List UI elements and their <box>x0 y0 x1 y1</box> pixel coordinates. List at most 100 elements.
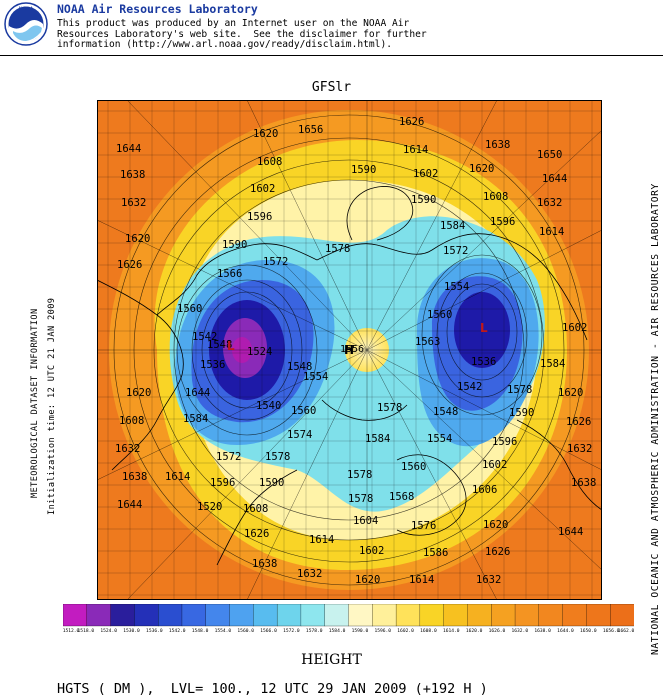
meridians <box>97 100 602 600</box>
contour-label: 1568 <box>389 491 414 503</box>
colorbar-tick-label: 1554.0 <box>215 628 232 634</box>
colorbar-tick-label: 1620.0 <box>466 628 483 634</box>
colorbar-tick-label: 1578.0 <box>306 628 323 634</box>
contour-label: 1632 <box>121 197 146 209</box>
colorbar-swatch <box>372 604 397 627</box>
colorbar-tick-label: 1608.0 <box>420 628 437 634</box>
disclaimer: This product was produced by an Internet… <box>57 18 427 51</box>
contour-label: 1520 <box>197 501 222 513</box>
contour-label: 1638 <box>485 139 510 151</box>
contour-label: 1626 <box>244 528 269 540</box>
disclaimer-line-2: Resources Laboratory's web site. See the… <box>57 28 427 40</box>
contour-label: 1614 <box>409 574 434 586</box>
contour-label: 1620 <box>483 519 508 531</box>
colorbar-tick-label: 1632.0 <box>511 628 528 634</box>
contour-label: 1644 <box>542 173 567 185</box>
contour-label: 1620 <box>469 163 494 175</box>
contour-label: 1606 <box>472 484 497 496</box>
contour-label: 1644 <box>558 526 583 538</box>
colorbar-swatch <box>229 604 254 627</box>
map-frame <box>97 100 602 600</box>
colorbar-tick-label: 1572.0 <box>283 628 300 634</box>
contour-label: 1602 <box>250 183 275 195</box>
contour-label: 1656 <box>298 124 323 136</box>
contour-label: 1620 <box>125 233 150 245</box>
contour-label: 1578 <box>377 402 402 414</box>
variable-name: HEIGHT <box>301 652 362 668</box>
contour-label: 1644 <box>116 143 141 155</box>
contour-label: 1560 <box>401 461 426 473</box>
contour-label: 1632 <box>537 197 562 209</box>
contour-label: 1626 <box>117 259 142 271</box>
pressure-centers: L L H <box>227 321 488 357</box>
colorbar-swatch <box>86 604 112 627</box>
colorbar-tick-label: 1650.0 <box>580 628 597 634</box>
contour-label: 1620 <box>126 387 151 399</box>
colorbar-swatch <box>110 604 135 627</box>
model-name: GFSlr <box>311 80 352 95</box>
contour-label: 1608 <box>257 156 282 168</box>
colorbar-swatch <box>419 604 445 627</box>
contour-label: 1614 <box>403 144 428 156</box>
contour-labels: 1656 1620 1626 1638 1650 1644 1638 1608 1614 1620… <box>115 116 596 586</box>
colorbar-swatch <box>205 604 230 627</box>
contour-label: 1596 <box>490 216 515 228</box>
colorbar-tick-label: 1512.0 <box>63 628 80 634</box>
colorbar-tick-label: 1524.0 <box>100 628 117 634</box>
contour-label: 1604 <box>353 515 378 527</box>
agency-label: NATIONAL OCEANIC AND ATMOSPHERIC ADMINIS… <box>650 183 661 655</box>
contour-label: 1590 <box>222 239 247 251</box>
contour-label: 1560 <box>177 303 202 315</box>
colorbar-swatch <box>395 604 421 627</box>
colorbar-swatch <box>181 604 207 627</box>
colorbar-swatch <box>276 604 302 627</box>
contour-label: 1590 <box>351 164 376 176</box>
contour-label: 1542 <box>192 331 217 343</box>
contour-label: 1566 <box>217 268 242 280</box>
contour-label: 1542 <box>457 381 482 393</box>
colorbar-swatch <box>324 604 349 627</box>
colorbar-swatch <box>63 604 88 627</box>
colorbar-swatch <box>300 604 326 627</box>
colorbar-tick-label: 1602.0 <box>397 628 414 634</box>
colorbar-swatch <box>158 604 183 627</box>
contour-label: 1638 <box>571 477 596 489</box>
contour-label: 1548 <box>433 406 458 418</box>
contour-label: 1590 <box>411 194 436 206</box>
contour-label: 1536 <box>471 356 496 368</box>
contour-label: 1576 <box>411 520 436 532</box>
contour-label: 1560 <box>291 405 316 417</box>
contour-label: 1548 <box>287 361 312 373</box>
colorbar-swatch <box>586 604 611 627</box>
colorbar-swatch <box>467 604 492 627</box>
contour-label: 1586 <box>423 547 448 559</box>
colorbar-tick-label: 1614.0 <box>443 628 460 634</box>
contour-label: 1584 <box>440 220 465 232</box>
colorbar-tick-label: 1590.0 <box>352 628 369 634</box>
contour-label: 1536 <box>200 359 225 371</box>
contour-label: 1626 <box>399 116 424 128</box>
contour-label: 1608 <box>119 415 144 427</box>
contour-label: 1620 <box>253 128 278 140</box>
colorbar-swatch <box>610 604 634 627</box>
contour-label: 1590 <box>259 477 284 489</box>
contour-label: 1602 <box>359 545 384 557</box>
header-divider <box>0 55 663 56</box>
contour-label: 1650 <box>537 149 562 161</box>
contour-label: 1602 <box>413 168 438 180</box>
contour-label: 1644 <box>185 387 210 399</box>
polar-values: 1556 <box>340 344 364 355</box>
contour-label: 1548 <box>207 339 232 351</box>
contour-label: 1578 <box>348 493 373 505</box>
svg-text:NOAA: NOAA <box>19 7 34 13</box>
contour-label: 1638 <box>122 471 147 483</box>
colorbar-swatch <box>514 604 540 627</box>
header: NOAA NOAA Air Resources Laboratory This … <box>0 0 663 56</box>
contour-label: 1590 <box>509 407 534 419</box>
contour-label: 1554 <box>303 371 328 383</box>
noaa-logo-icon: NOAA <box>4 2 48 46</box>
colorbar-swatch <box>443 604 468 627</box>
contour-label: 1644 <box>117 499 142 511</box>
colorbar-tick-label: 1536.0 <box>146 628 163 634</box>
